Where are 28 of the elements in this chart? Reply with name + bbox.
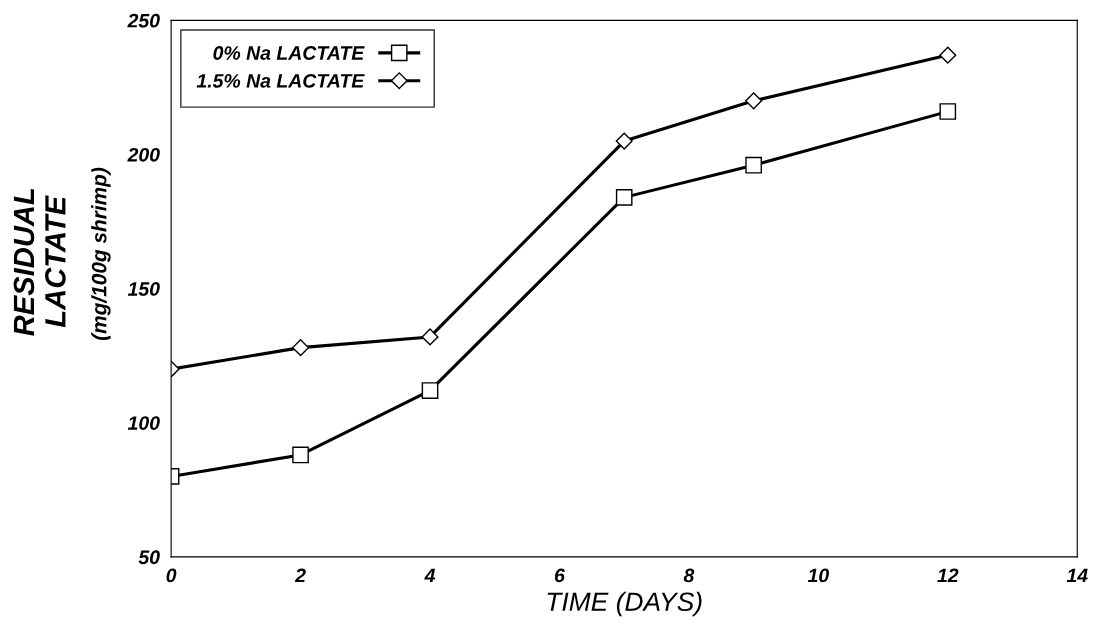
point <box>745 92 763 110</box>
y-tick-label: 200 <box>127 147 160 162</box>
point <box>292 339 310 357</box>
legend-label: 0% Na LACTATE <box>213 46 365 60</box>
point <box>421 328 439 346</box>
text: (mg/100g shrimp) <box>91 167 111 341</box>
x-tick-label: 12 <box>937 568 959 583</box>
point <box>292 446 309 464</box>
x-tick-label: 0 <box>166 568 177 583</box>
point <box>939 103 957 120</box>
point <box>939 46 957 64</box>
x-tick-label: 6 <box>554 568 565 583</box>
point <box>615 132 633 150</box>
legend-label: 1.5% Na LACTATE <box>196 73 365 88</box>
y-axis-title: RESIDUAL LACTATE <box>13 188 66 336</box>
x-tick-label: 2 <box>294 568 306 583</box>
point <box>615 189 633 206</box>
y-tick-label: 250 <box>127 13 160 28</box>
y-tick-label: 150 <box>127 282 160 296</box>
x-tick-label: 8 <box>683 568 695 583</box>
y-tick-label: 100 <box>127 416 160 430</box>
x-tick-label: 10 <box>807 568 829 583</box>
x-axis-title: TIME (DAYS) <box>547 591 702 617</box>
y-tick-label: 50 <box>138 550 160 565</box>
point <box>421 382 439 399</box>
point <box>745 156 762 174</box>
x-tick-label: 4 <box>424 568 436 583</box>
x-tick-label: 14 <box>1066 568 1088 583</box>
